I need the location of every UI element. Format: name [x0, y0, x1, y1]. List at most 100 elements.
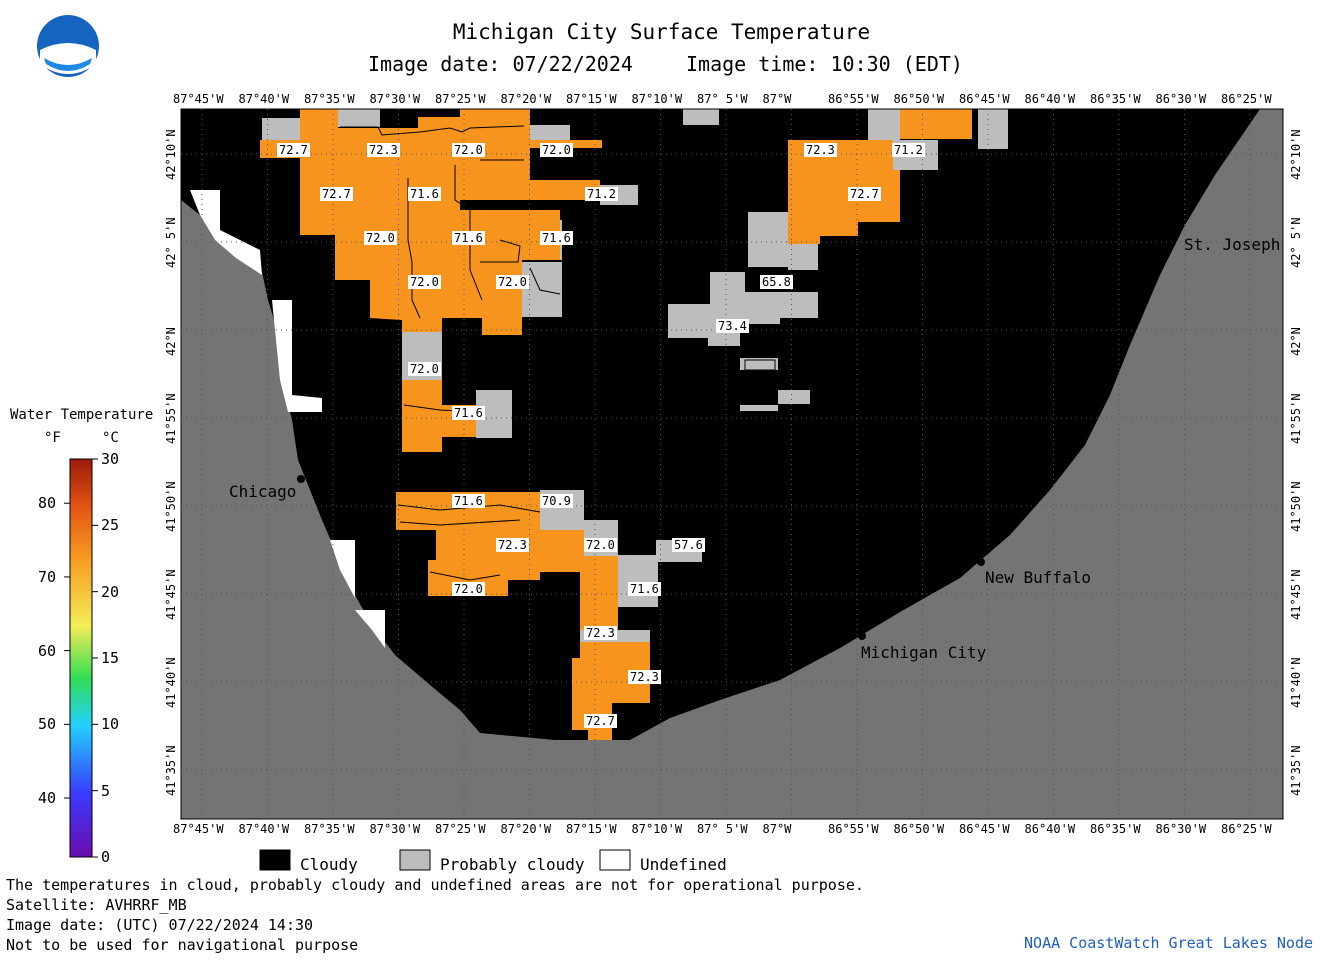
colorbar-c-label: 20: [101, 582, 120, 601]
lat-tick-label: 42°10'N: [1289, 129, 1303, 180]
lat-tick-label: 42°10'N: [164, 129, 178, 180]
temp-label: 72.7: [848, 187, 881, 201]
colorbar-f-label: 80: [38, 494, 57, 513]
lon-tick-label: 87°45'W: [173, 92, 224, 106]
legend-probably-cloudy-label: Probably cloudy: [440, 855, 585, 874]
land-area: [181, 109, 1283, 819]
temp-label: 57.6: [672, 538, 705, 552]
legend-swatch-cloudy: [259, 849, 291, 871]
temp-label: 65.8: [760, 275, 793, 289]
lon-tick-label: 87°15'W: [566, 822, 617, 836]
colorbar-f-label: 50: [38, 715, 57, 734]
lon-tick-label: 87°25'W: [435, 92, 486, 106]
lat-tick-label: 42°N: [1289, 327, 1303, 356]
lon-tick-label: 87° 5'W: [697, 92, 748, 106]
temp-label: 72.7: [584, 714, 617, 728]
image-date: Image date: 07/22/2024: [368, 52, 633, 76]
chicago-marker: [297, 475, 305, 483]
lon-tick-label: 86°40'W: [1024, 822, 1076, 836]
colorbar-title: Water Temperature: [10, 407, 154, 423]
lon-tick-label: 86°55'W: [828, 822, 879, 836]
temp-label: 72.3: [496, 538, 529, 552]
colorbar-c-label: 25: [101, 516, 120, 535]
lat-tick-label: 42°N: [164, 327, 178, 356]
lat-tick-label: 41°45'N: [1289, 569, 1303, 620]
noaa-logo: [37, 15, 99, 77]
lon-tick-label: 87°25'W: [435, 822, 486, 836]
lon-tick-label: 87°20'W: [500, 822, 552, 836]
colorbar-ticks: [64, 458, 98, 858]
lat-tick-label: 41°40'N: [1289, 657, 1303, 708]
lon-tick-label: 86°45'W: [959, 92, 1010, 106]
temp-label: 72.3: [628, 670, 661, 684]
undefined-areas: [190, 190, 385, 648]
temp-label: 72.0: [584, 538, 617, 552]
lat-tick-label: 41°35'N: [164, 745, 178, 796]
lon-tick-label: 86°25'W: [1221, 822, 1272, 836]
image-time: Image time: 10:30 (EDT): [686, 52, 963, 76]
temp-label: 71.6: [540, 231, 573, 245]
temp-label: 72.0: [364, 231, 397, 245]
colorbar-f-label: 70: [38, 567, 57, 586]
lon-tick-label: 86°40'W: [1024, 92, 1076, 106]
lon-tick-label: 87°20'W: [500, 92, 552, 106]
lon-tick-label: 86°50'W: [893, 822, 945, 836]
lon-tick-label: 87°35'W: [304, 92, 355, 106]
new-buffalo-marker: [977, 558, 985, 566]
map-title: Michigan City Surface Temperature: [452, 20, 871, 44]
lon-tick-label: 87°W: [762, 92, 792, 106]
legend-undefined-label: Undefined: [640, 855, 727, 874]
temp-label: 71.6: [452, 494, 485, 508]
isolines: [340, 125, 776, 581]
footer-credit: NOAA CoastWatch Great Lakes Node: [1024, 934, 1313, 952]
temp-label: 72.0: [408, 275, 441, 289]
colorbar-f-label: 40: [38, 789, 57, 808]
lon-tick-label: 87°30'W: [369, 92, 421, 106]
place-chicago: Chicago: [229, 482, 297, 501]
sst-orange-areas: [260, 109, 972, 740]
lon-tick-label: 87°35'W: [304, 822, 355, 836]
lat-tick-label: 41°45'N: [164, 569, 178, 620]
place-new-buffalo: New Buffalo: [985, 568, 1091, 587]
footer-disclaimer: The temperatures in cloud, probably clou…: [6, 876, 864, 894]
temp-label: 72.0: [452, 582, 485, 596]
temp-label: 72.0: [540, 143, 573, 157]
lon-tick-label: 86°50'W: [893, 92, 945, 106]
place-michigan-city: Michigan City: [861, 643, 987, 662]
lon-tick-label: 86°35'W: [1090, 92, 1141, 106]
lon-tick-label: 87°40'W: [238, 822, 290, 836]
lon-tick-label: 87° 5'W: [697, 822, 748, 836]
temp-label: 72.7: [320, 187, 353, 201]
lat-tick-label: 42° 5'N: [164, 217, 178, 268]
michigan-city-marker: [858, 632, 866, 640]
temp-label: 71.6: [452, 406, 485, 420]
lon-tick-label: 87°45'W: [173, 822, 224, 836]
colorbar-unit-c: °C: [102, 430, 119, 446]
city-markers: [297, 475, 985, 640]
footer-utc-date: Image date: (UTC) 07/22/2024 14:30: [6, 916, 314, 934]
colorbar-c-label: 10: [101, 715, 120, 734]
map-area: [181, 109, 1283, 819]
temp-label: 72.0: [452, 143, 485, 157]
temp-label: 73.4: [716, 319, 749, 333]
temp-label: 70.9: [540, 494, 573, 508]
legend-swatch-undefined: [599, 849, 631, 871]
lon-tick-label: 86°30'W: [1155, 92, 1207, 106]
temp-label: 71.6: [408, 187, 441, 201]
place-st-joseph: St. Joseph: [1184, 235, 1281, 254]
legend-swatch-probably-cloudy: [399, 849, 431, 871]
graticule: [181, 109, 1283, 819]
lon-tick-label: 87°10'W: [631, 822, 683, 836]
map-frame: [180, 108, 1284, 820]
lon-tick-label: 86°55'W: [828, 92, 879, 106]
lon-tick-label: 87°W: [762, 822, 792, 836]
footer-navigation-warning: Not to be used for navigational purpose: [6, 936, 359, 954]
temp-label: 72.0: [408, 362, 441, 376]
colorbar-unit-f: °F: [44, 430, 61, 446]
lat-tick-label: 41°55'N: [164, 393, 178, 444]
lon-tick-label: 86°25'W: [1221, 92, 1272, 106]
temp-label: 71.6: [452, 231, 485, 245]
lat-tick-label: 41°50'N: [164, 481, 178, 532]
lon-tick-label: 86°45'W: [959, 822, 1010, 836]
colorbar-c-label: 5: [101, 781, 111, 800]
